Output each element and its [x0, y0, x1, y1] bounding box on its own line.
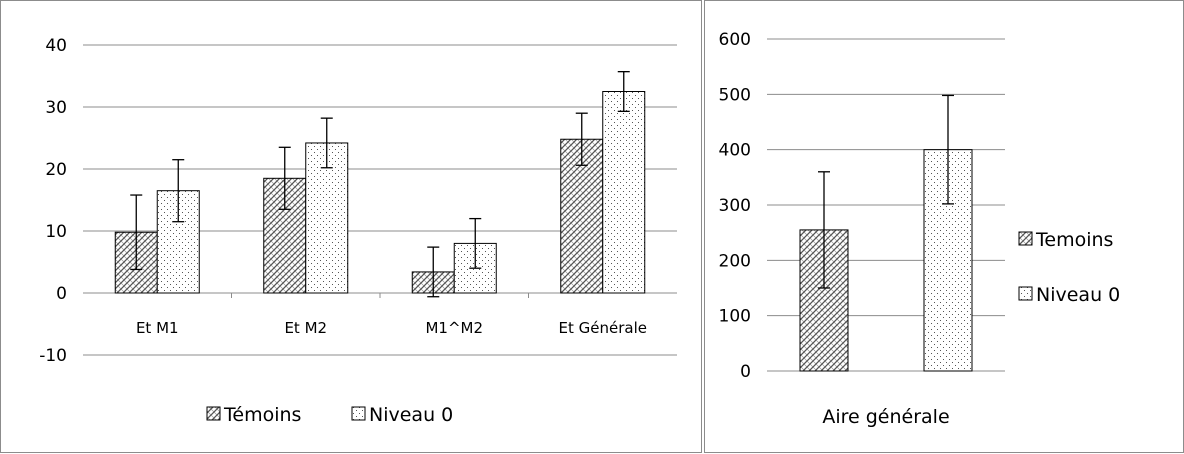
y-tick-label: 400 — [719, 141, 751, 161]
legend-label-niveau-0: Niveau 0 — [1036, 284, 1120, 306]
y-tick-label: 0 — [56, 284, 67, 304]
y-tick-label: 40 — [45, 36, 67, 56]
y-tick-label: 20 — [45, 160, 67, 180]
error-bar-t-moins-m1-m2 — [427, 246, 440, 298]
legend-label-t-moins: Témoins — [223, 404, 301, 426]
error-bar-temoins-aire-g-n-rale — [818, 171, 830, 289]
y-tick-label: 30 — [45, 98, 67, 118]
left-chart: -10 0 10 20 30 40 Et M1 Et M2 M1^M2 Et Générale Té… — [39, 36, 677, 426]
error-bar-t-moins-et-m2 — [278, 146, 291, 210]
y-tick-label: 600 — [719, 30, 751, 50]
right-chart-panel: 0 100 200 300 400 500 600 Aire générale Temoins N… — [704, 0, 1184, 453]
error-bar-t-moins-et-m1 — [130, 194, 143, 271]
error-bar-niveau-0-aire-g-n-rale — [942, 94, 954, 205]
category-label: Aire générale — [822, 406, 949, 428]
y-tick-label: 300 — [719, 196, 751, 216]
error-bar-niveau-0-et-m1 — [172, 159, 185, 223]
y-tick-label: 500 — [719, 85, 751, 105]
y-tick-label: 0 — [740, 362, 751, 382]
y-tick-label: 200 — [719, 251, 751, 271]
y-tick-label: 100 — [719, 307, 751, 327]
error-bar-niveau-0-m1-m2 — [469, 217, 482, 269]
legend-swatch-niveau-0 — [351, 406, 366, 421]
legend-label-niveau-0: Niveau 0 — [369, 404, 453, 426]
left-chart-panel: -10 0 10 20 30 40 Et M1 Et M2 M1^M2 Et Générale Té… — [0, 0, 702, 453]
legend-label-temoins: Temoins — [1035, 229, 1113, 251]
bar-niveau-0-et-g-n-rale — [602, 91, 646, 294]
category-label: M1^M2 — [425, 319, 483, 337]
category-label: Et M1 — [136, 319, 179, 337]
y-tick-label: -10 — [39, 346, 67, 366]
category-label: Et Générale — [559, 319, 647, 337]
error-bar-t-moins-et-g-n-rale — [575, 112, 588, 166]
error-bar-niveau-0-et-g-n-rale — [617, 71, 630, 112]
right-chart: 0 100 200 300 400 500 600 Aire générale Temoins N… — [719, 30, 1121, 428]
error-bar-niveau-0-et-m2 — [320, 117, 333, 169]
category-label: Et M2 — [284, 319, 327, 337]
y-tick-label: 10 — [45, 222, 67, 242]
legend-swatch-t-moins — [206, 406, 221, 421]
legend-swatch-niveau-0 — [1018, 286, 1033, 301]
legend-swatch-temoins — [1018, 231, 1033, 246]
